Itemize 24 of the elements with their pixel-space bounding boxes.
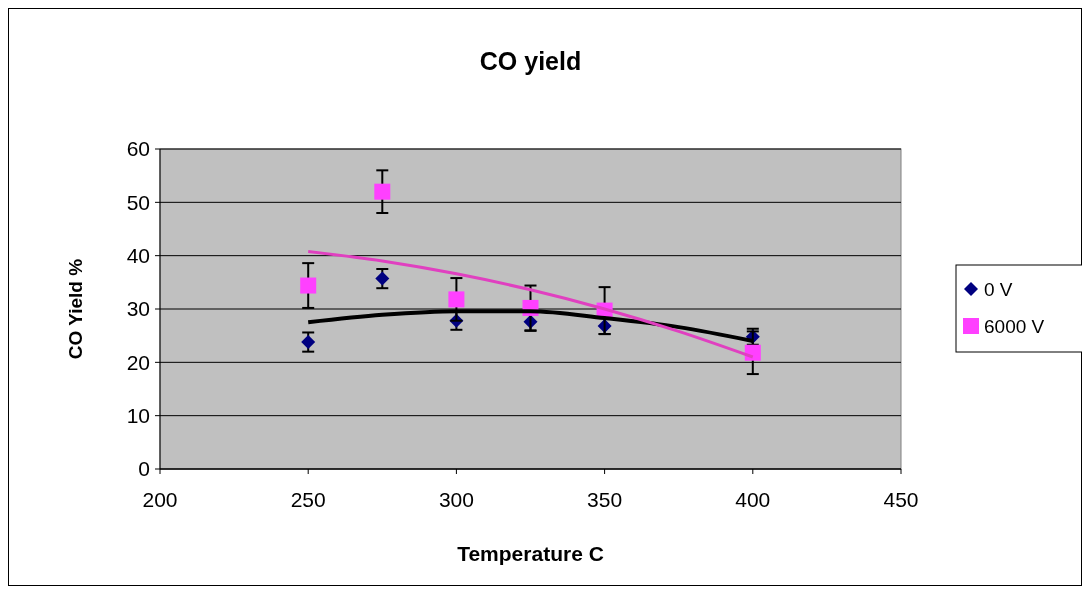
legend-label: 0 V [984,278,1013,300]
y-tick-label: 20 [126,350,150,374]
point [374,183,391,200]
x-tick-label: 450 [883,488,919,511]
y-tick-label: 50 [126,190,150,214]
x-tick-label: 300 [438,488,474,511]
x-axis-title: Temperature C [457,542,604,565]
y-tick-label: 60 [126,137,150,161]
y-tick-label: 10 [126,404,150,428]
x-tick-label: 200 [142,488,178,511]
point [375,271,390,286]
y-axis-title: CO Yield % [65,258,86,360]
point [300,277,317,294]
x-tick-label: 400 [735,488,771,511]
point [301,335,316,350]
point [744,344,761,361]
chart-title: CO yield [479,47,582,75]
legend-label: 6000 V [984,315,1045,337]
point [448,291,465,308]
y-tick-label: 40 [126,244,150,268]
x-tick-label: 350 [587,488,623,511]
y-tick-label: 0 [138,457,150,481]
x-tick-label: 250 [290,488,326,511]
y-tick-label: 30 [126,297,150,321]
